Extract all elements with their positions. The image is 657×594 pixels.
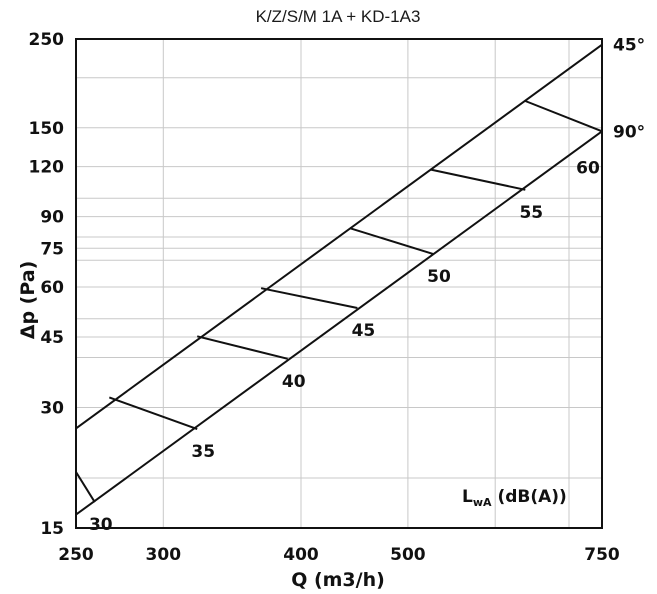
sound-level-unit-label: LwA (dB(A)) — [462, 487, 567, 509]
y-tick-label: 45 — [40, 328, 64, 348]
unit-symbol: L — [462, 487, 473, 507]
x-tick-label: 500 — [390, 545, 426, 565]
sound-level-value: 55 — [519, 203, 543, 223]
x-axis-label: Q (m3/h) — [291, 569, 385, 591]
grid-lines — [75, 38, 603, 529]
x-tick-label: 400 — [283, 545, 319, 565]
y-tick-label: 30 — [40, 399, 64, 419]
series-label: 45° — [613, 36, 645, 56]
y-axis-ticks: 15 30 45 60 75 90 120 150 250 — [29, 30, 65, 539]
sound-level-line — [260, 287, 358, 309]
sound-level-line — [524, 100, 603, 133]
angle-labels: 45° 90° — [613, 36, 645, 143]
series-line — [75, 43, 603, 430]
x-axis-ticks: 250 300 400 500 750 — [58, 545, 620, 565]
y-tick-label: 75 — [40, 239, 64, 259]
x-tick-label: 750 — [584, 545, 620, 565]
y-axis-label: Δp (Pa) — [17, 261, 39, 340]
y-tick-label: 90 — [40, 208, 64, 228]
unit-subscript: wA — [473, 496, 492, 509]
chart-title: K/Z/S/M 1A + KD-1A3 — [256, 7, 421, 26]
unit-suffix: (dB(A)) — [492, 487, 567, 507]
resistance-curves — [75, 43, 603, 516]
y-tick-label: 120 — [29, 158, 65, 178]
sound-level-line — [196, 335, 288, 360]
y-tick-label: 250 — [29, 30, 65, 50]
y-tick-label: 60 — [40, 278, 64, 298]
sound-level-value: 35 — [191, 442, 215, 462]
sound-level-value: 30 — [89, 515, 113, 535]
sound-level-line — [108, 396, 198, 431]
sound-level-line — [349, 227, 434, 255]
plot-frame — [75, 38, 603, 529]
sound-level-line — [75, 471, 96, 503]
series-line — [75, 130, 603, 516]
sound-level-value: 45 — [352, 321, 376, 341]
x-tick-label: 300 — [146, 545, 182, 565]
series-label: 90° — [613, 122, 645, 142]
sound-level-value-labels: 30 35 40 45 50 55 60 — [89, 158, 600, 535]
sound-level-line — [430, 168, 526, 191]
sound-level-value: 50 — [427, 267, 451, 287]
x-tick-label: 250 — [58, 545, 94, 565]
y-tick-label: 150 — [29, 119, 65, 139]
sound-level-lines — [75, 100, 603, 503]
sound-level-value: 60 — [576, 158, 600, 178]
y-tick-label: 15 — [40, 519, 64, 539]
sound-level-value: 40 — [282, 372, 306, 392]
